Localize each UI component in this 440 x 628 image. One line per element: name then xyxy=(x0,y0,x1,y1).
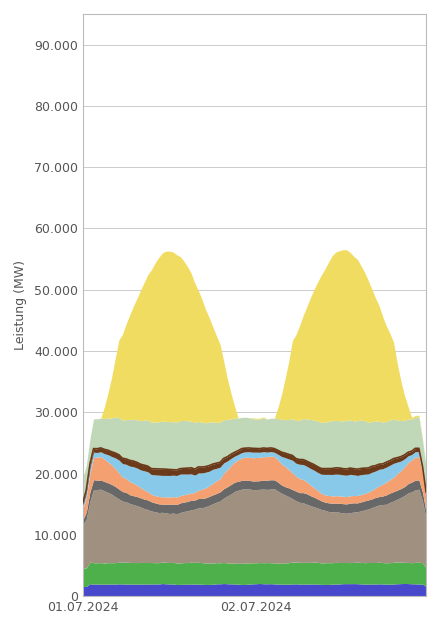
Y-axis label: Leistung (MW): Leistung (MW) xyxy=(14,260,27,350)
